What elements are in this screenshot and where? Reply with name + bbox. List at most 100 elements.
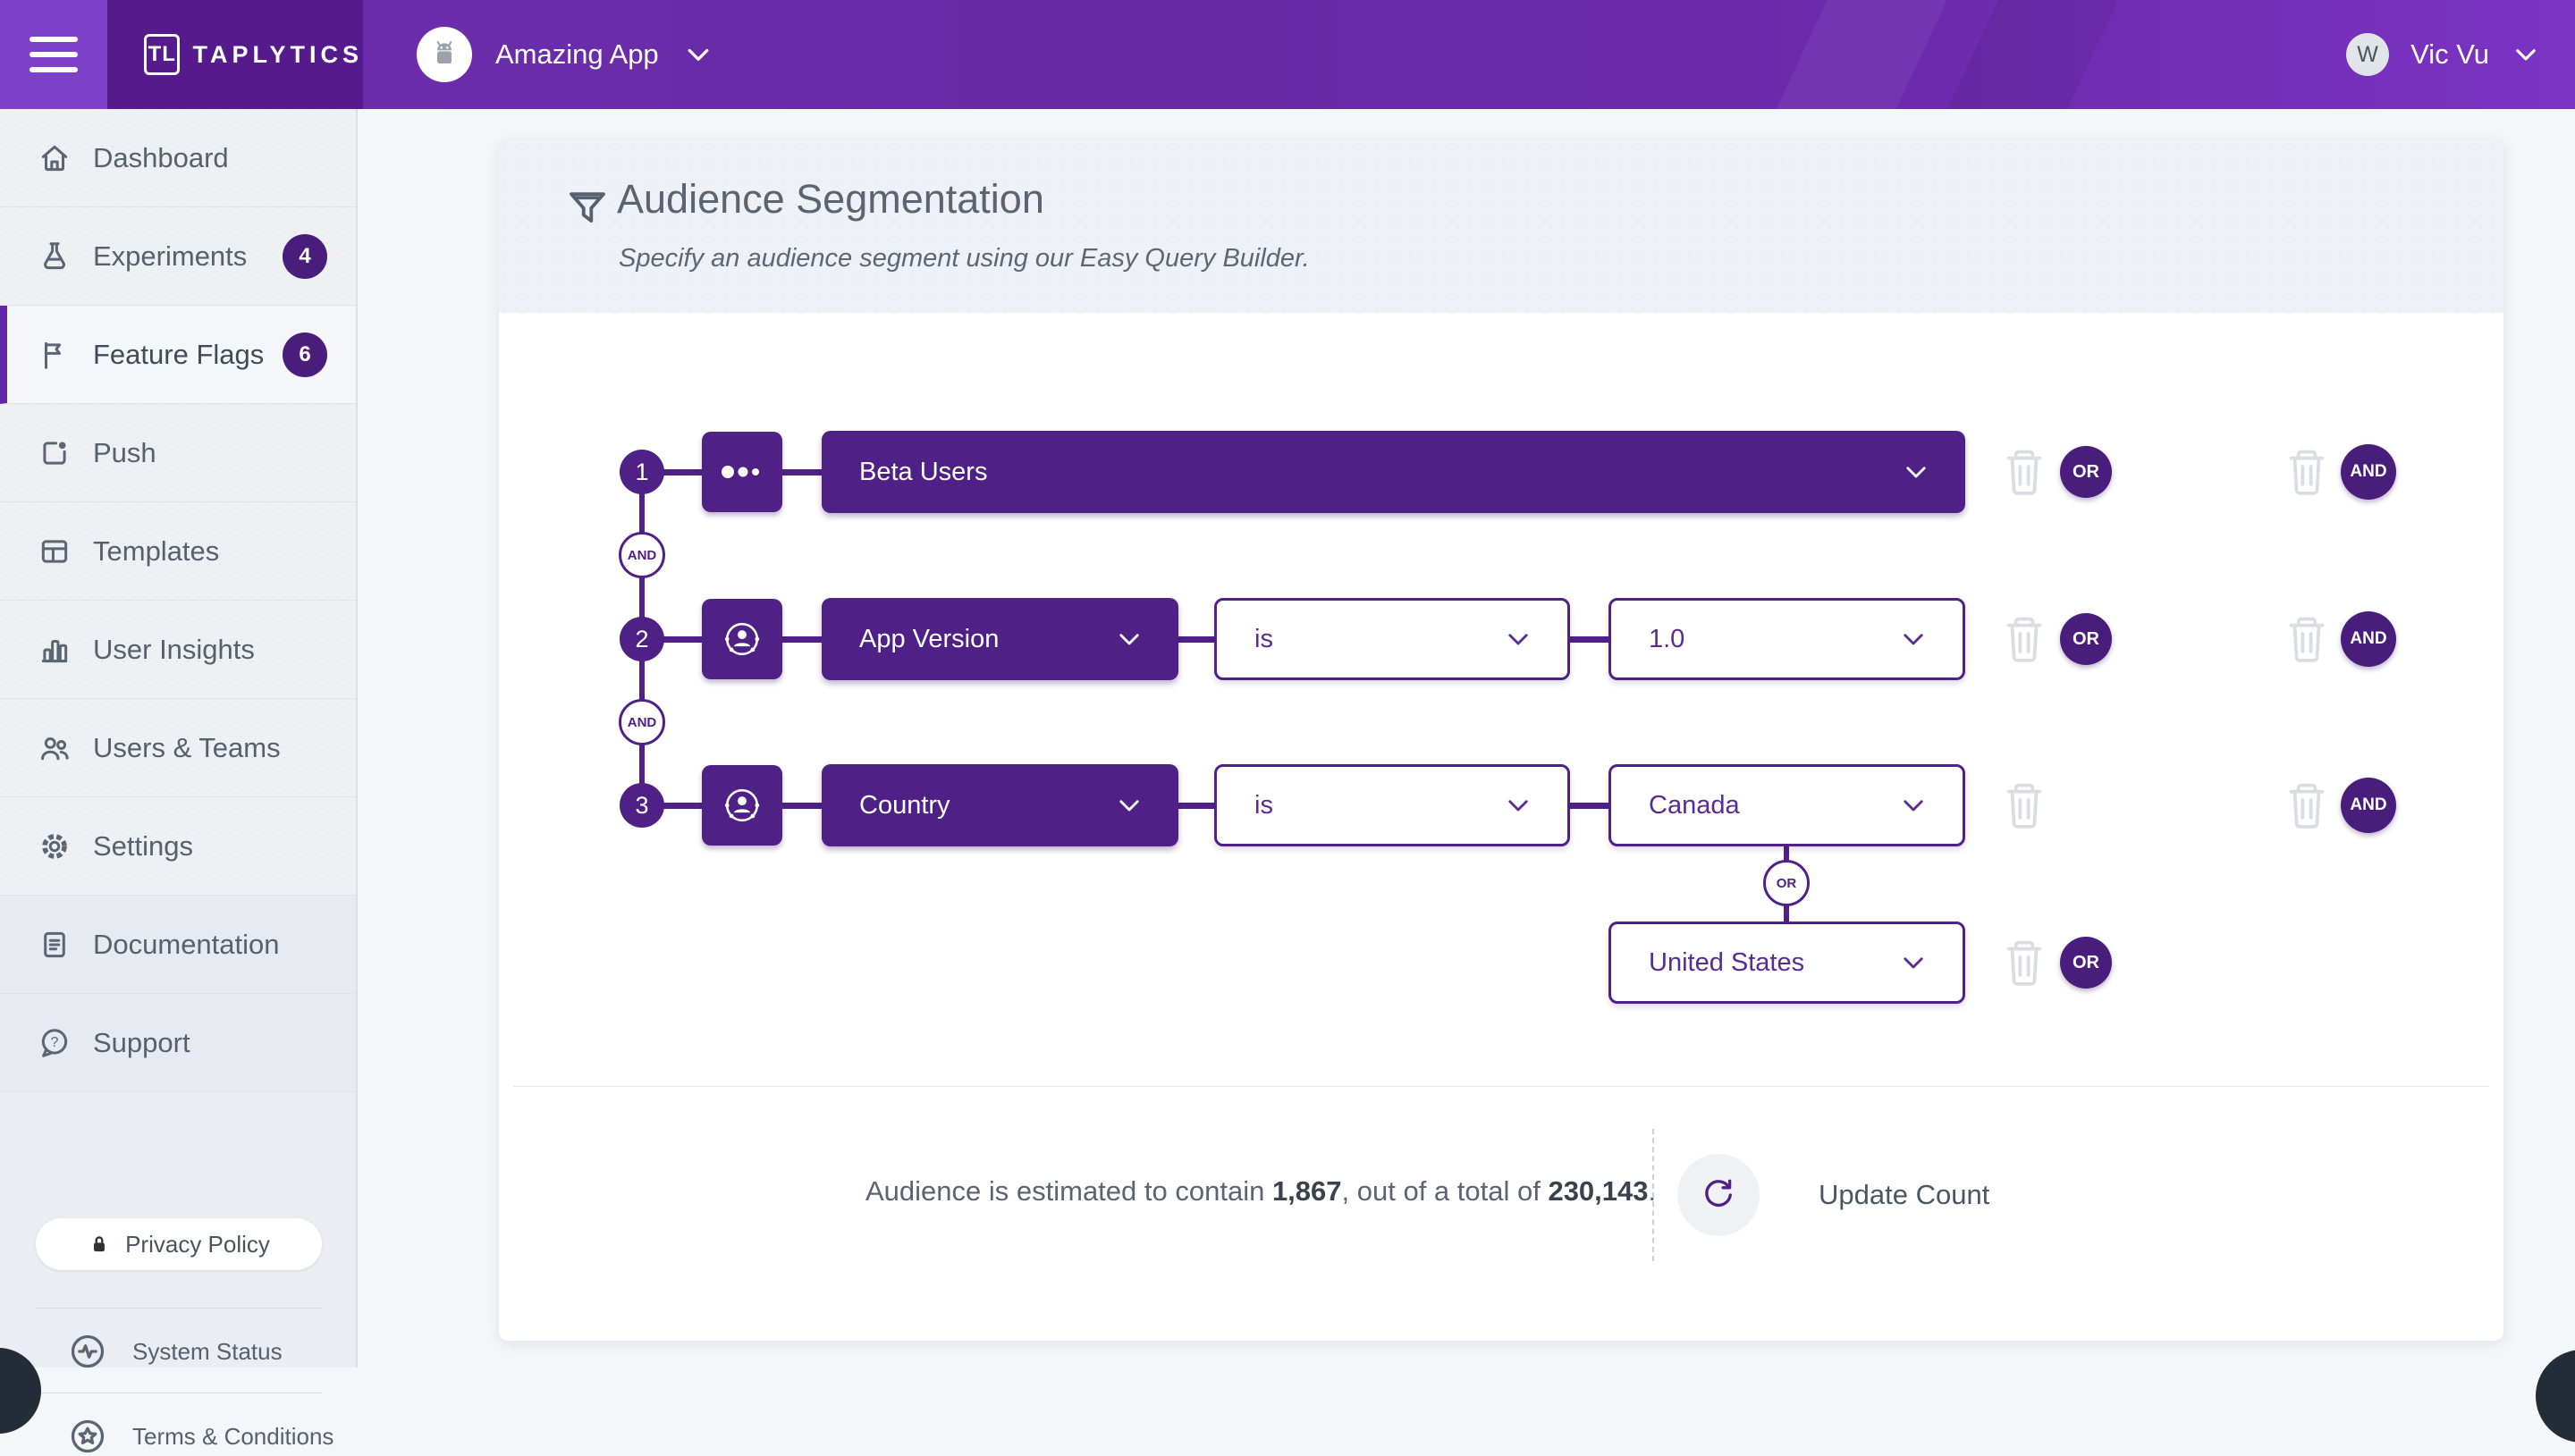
sidebar-item-label: Documentation xyxy=(93,928,280,960)
and-connector[interactable]: AND xyxy=(619,532,665,578)
page-title: Audience Segmentation xyxy=(617,176,1044,222)
bar-chart-icon xyxy=(41,639,68,662)
sidebar-item-label: Settings xyxy=(93,829,194,862)
row-number: 2 xyxy=(620,617,664,661)
sidebar-item-users-teams[interactable]: Users & Teams xyxy=(0,699,356,797)
page-subtitle: Specify an audience segment using our Ea… xyxy=(619,244,1310,273)
value-dropdown[interactable]: 1.0 xyxy=(1608,598,1965,680)
feature-flags-count-badge: 6 xyxy=(283,332,327,377)
row-number: 1 xyxy=(620,450,664,494)
sidebar-item-label: Support xyxy=(93,1026,190,1058)
lock-icon xyxy=(94,1236,106,1252)
system-status-icon xyxy=(71,1334,105,1368)
sidebar-item-support[interactable]: ? Support xyxy=(0,994,356,1092)
trash-icon[interactable] xyxy=(1999,443,2049,502)
sidebar-item-experiments[interactable]: Experiments 4 xyxy=(0,207,356,306)
trash-icon[interactable] xyxy=(1999,934,2049,993)
estimate-count: 1,867 xyxy=(1271,1175,1342,1207)
user-target-icon xyxy=(702,765,782,846)
sidebar-item-templates[interactable]: Templates xyxy=(0,502,356,601)
operator-dropdown[interactable]: is xyxy=(1214,598,1570,680)
top-bar: TL TAPLYTICS Amazing App W Vic Vu xyxy=(0,0,2575,109)
trash-icon[interactable] xyxy=(2282,777,2332,836)
sidebar-item-label: Feature Flags xyxy=(93,338,265,370)
total-count: 230,143 xyxy=(1548,1175,1649,1207)
sidebar-item-label: Dashboard xyxy=(93,141,229,173)
flask-icon xyxy=(44,241,65,269)
sidebar-item-dashboard[interactable]: Dashboard xyxy=(0,109,356,207)
flag-icon xyxy=(44,341,62,369)
row-number: 3 xyxy=(620,783,664,828)
sidebar-item-push[interactable]: Push xyxy=(0,404,356,502)
svg-text:?: ? xyxy=(51,1035,59,1050)
sidebar-footer: Privacy Policy System Status Terms & Con… xyxy=(0,1092,356,1453)
and-badge[interactable]: AND xyxy=(2341,778,2396,833)
audience-estimate-text: Audience is estimated to contain 1,867, … xyxy=(865,1175,1657,1207)
chevron-down-icon xyxy=(1508,634,1528,645)
attribute-dropdown[interactable]: Country xyxy=(822,764,1178,846)
chat-widget-bubble[interactable] xyxy=(2536,1350,2575,1443)
chevron-down-icon xyxy=(1904,800,1923,812)
refresh-icon xyxy=(1677,1154,1760,1236)
user-menu[interactable]: W Vic Vu xyxy=(2346,0,2541,109)
android-icon xyxy=(417,27,472,82)
sidebar: Dashboard Experiments 4 Feature Flags 6 … xyxy=(0,109,358,1453)
audience-segmentation-card: Audience Segmentation Specify an audienc… xyxy=(499,140,2503,1341)
templates-icon xyxy=(41,539,68,563)
app-selector-label: Amazing App xyxy=(495,38,659,70)
and-badge[interactable]: AND xyxy=(2341,611,2396,667)
trash-icon[interactable] xyxy=(1999,610,2049,669)
document-icon xyxy=(44,931,65,957)
attribute-dropdown[interactable]: App Version xyxy=(822,598,1178,680)
divider xyxy=(513,1086,2489,1087)
app-selector[interactable]: Amazing App xyxy=(417,0,714,109)
trash-icon[interactable] xyxy=(2282,610,2332,669)
or-badge[interactable]: OR xyxy=(2060,446,2112,498)
connector-line xyxy=(1174,636,1223,643)
sidebar-item-user-insights[interactable]: User Insights xyxy=(0,601,356,699)
or-badge[interactable]: OR xyxy=(2060,613,2112,665)
operator-dropdown[interactable]: is xyxy=(1214,764,1570,846)
taplytics-logo: TL TAPLYTICS xyxy=(107,0,363,109)
terms-conditions-link[interactable]: Terms & Conditions xyxy=(68,1417,333,1456)
sidebar-item-label: Experiments xyxy=(93,240,248,272)
taplytics-logo-mark: TL xyxy=(144,34,181,75)
and-connector[interactable]: AND xyxy=(619,699,665,745)
menu-button[interactable] xyxy=(0,0,107,109)
value-dropdown[interactable]: United States xyxy=(1608,922,1965,1004)
sidebar-item-label: User Insights xyxy=(93,633,255,665)
chevron-down-icon xyxy=(1119,800,1139,812)
terms-star-icon xyxy=(71,1419,105,1453)
or-connector[interactable]: OR xyxy=(1763,860,1810,906)
connector-line xyxy=(1563,803,1617,809)
and-badge[interactable]: AND xyxy=(2341,444,2396,500)
segment-dropdown[interactable]: Beta Users xyxy=(822,431,1965,513)
push-notification-icon xyxy=(43,441,66,465)
chevron-down-icon xyxy=(2516,49,2536,61)
update-count-label: Update Count xyxy=(1819,1179,1990,1210)
taplytics-brand-name: TAPLYTICS xyxy=(192,40,363,68)
filter-funnel-icon xyxy=(570,192,605,223)
chevron-down-icon xyxy=(688,48,709,61)
chevron-down-icon xyxy=(1904,634,1923,645)
privacy-policy-button[interactable]: Privacy Policy xyxy=(36,1218,322,1270)
avatar: W xyxy=(2346,33,2390,76)
trash-icon[interactable] xyxy=(1999,777,2049,836)
home-icon xyxy=(41,145,68,171)
system-status-link[interactable]: System Status xyxy=(68,1332,283,1371)
value-dropdown[interactable]: Canada xyxy=(1608,764,1965,846)
users-icon xyxy=(41,736,69,760)
divider xyxy=(1652,1129,1654,1261)
sidebar-item-label: Templates xyxy=(93,534,220,567)
sidebar-item-settings[interactable]: Settings xyxy=(0,797,356,896)
user-name: Vic Vu xyxy=(2410,38,2489,70)
or-badge[interactable]: OR xyxy=(2060,937,2112,989)
update-count-button[interactable]: Update Count xyxy=(1677,1154,1989,1236)
chevron-down-icon xyxy=(1906,467,1926,478)
trash-icon[interactable] xyxy=(2282,443,2332,502)
sidebar-item-documentation[interactable]: Documentation xyxy=(0,896,356,994)
sidebar-item-feature-flags[interactable]: Feature Flags 6 xyxy=(0,306,356,404)
chevron-down-icon xyxy=(1508,800,1528,812)
help-bubble-icon: ? xyxy=(41,1028,68,1057)
sidebar-item-label: Users & Teams xyxy=(93,731,281,763)
